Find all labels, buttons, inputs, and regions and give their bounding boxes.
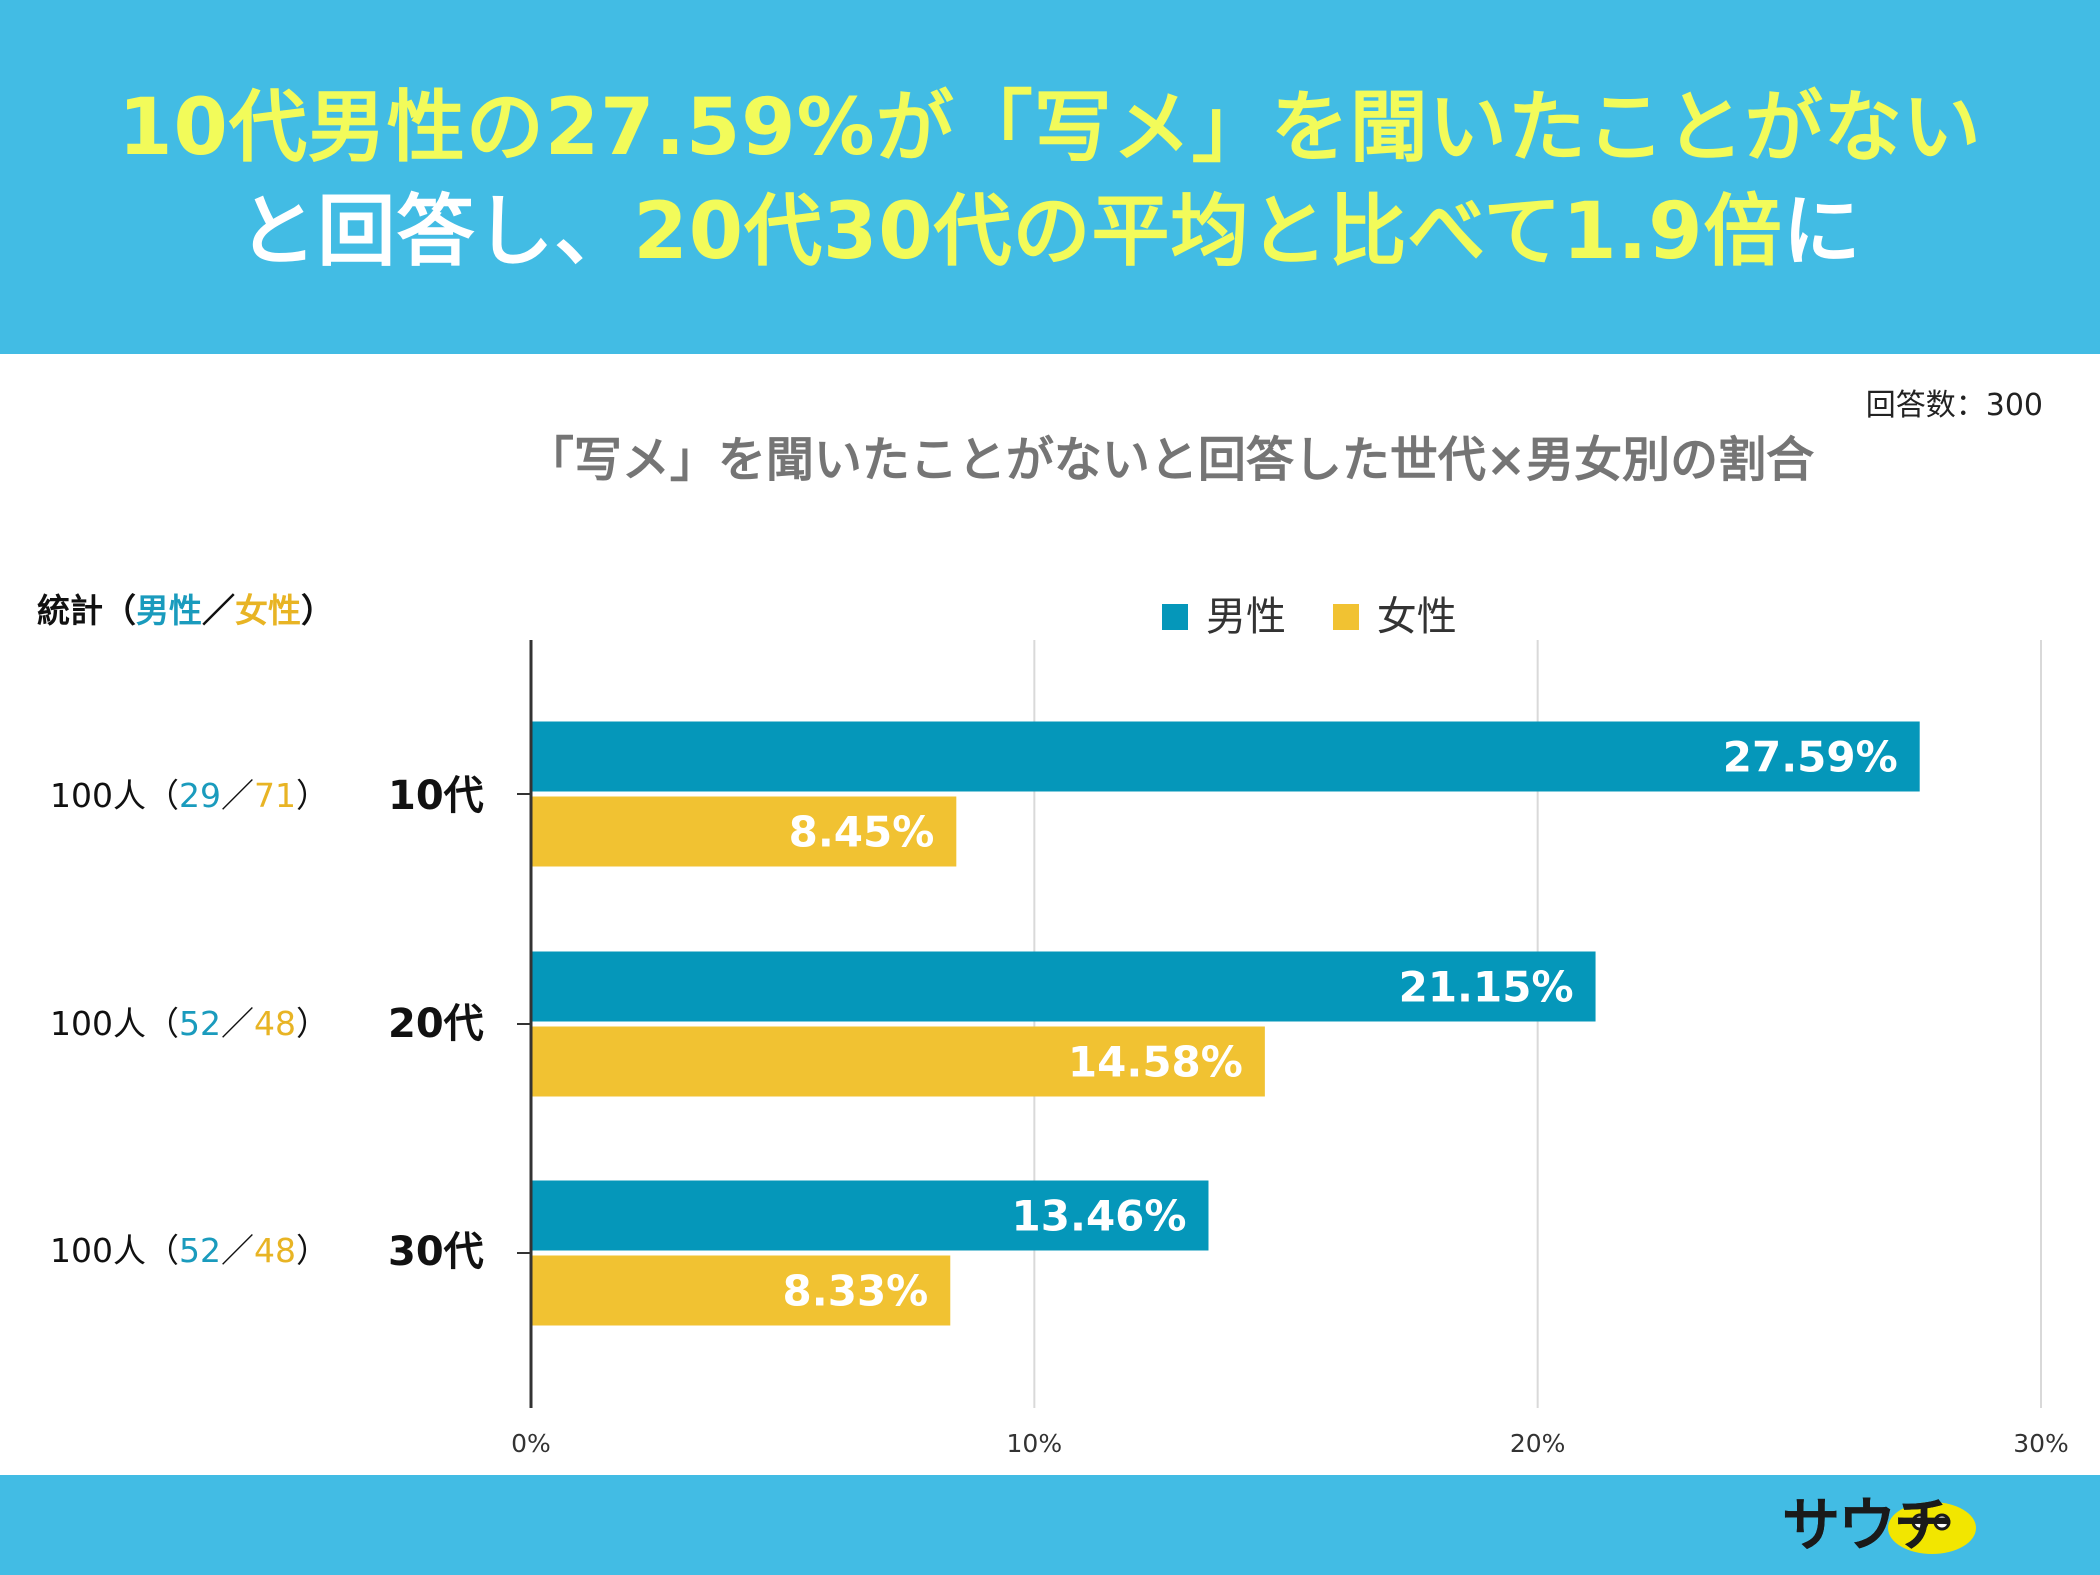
row-sep: ／ (221, 1231, 254, 1270)
row-total: 100人（ (50, 1004, 179, 1043)
stats-label: 統計（男性／女性） (37, 591, 334, 631)
logo-eye (1933, 1513, 1951, 1531)
bar-male-10代 (531, 721, 1920, 792)
x-tick-label: 30% (2013, 1429, 2069, 1458)
headline-line-2-part-1: と回答し、 (238, 187, 634, 277)
row-female-count: 48 (254, 1004, 296, 1043)
chart-title: 「写メ」を聞いたことがないと回答した世代×男女別の割合 (525, 432, 1815, 488)
logo-shell-shape (1888, 1502, 1976, 1554)
row-male-count: 29 (179, 776, 221, 815)
legend-label-male: 男性 (1206, 594, 1286, 640)
x-tick-label: 0% (511, 1429, 551, 1458)
logo-graphic (1888, 1502, 1976, 1554)
row-female-count: 71 (254, 776, 296, 815)
stats-label-female: 女性 (235, 591, 301, 630)
bar-female-30代 (531, 1255, 951, 1326)
row-sample-10s: 100人（29／71） (50, 776, 329, 816)
data-label-female: 14.58% (1068, 1038, 1243, 1087)
stats-label-suffix: ） (301, 591, 334, 630)
headline-line-2-part-3: に (1782, 187, 1862, 277)
headline-line-1: 10代男性の27.59%が「写メ」を聞いたことがない (118, 83, 1982, 173)
x-tick-label: 20% (1510, 1429, 1566, 1458)
legend-item-female: 女性 (1332, 592, 1457, 642)
row-male-count: 52 (179, 1231, 221, 1270)
response-count: 回答数：300 (1865, 388, 2043, 423)
logo-text: サウチ (1782, 1491, 1952, 1559)
x-tick-label: 10% (1007, 1429, 1063, 1458)
row-female-count: 48 (254, 1231, 296, 1270)
row-close: ） (296, 776, 329, 815)
bar-female-10代 (531, 796, 957, 867)
bar-male-20代 (531, 951, 1596, 1022)
row-sample-20s: 100人（52／48） (50, 1004, 329, 1044)
stats-label-prefix: 統計（ (37, 591, 136, 630)
row-total: 100人（ (50, 776, 179, 815)
bar-male-30代 (531, 1180, 1209, 1251)
chart-legend: 男性 女性 (1162, 592, 1491, 642)
row-sep: ／ (221, 1004, 254, 1043)
data-label-female: 8.45% (789, 808, 935, 857)
row-sample-30s: 100人（52／48） (50, 1231, 329, 1271)
stats-label-male: 男性 (136, 591, 202, 630)
bar-female-20代 (531, 1026, 1265, 1097)
data-label-male: 27.59% (1723, 733, 1898, 782)
data-label-male: 21.15% (1399, 963, 1574, 1012)
legend-item-male: 男性 (1162, 592, 1286, 642)
category-label-30s: 30代 (388, 1229, 484, 1275)
category-label-20s: 20代 (388, 1001, 484, 1047)
data-label-male: 13.46% (1012, 1192, 1187, 1241)
footer-banner (0, 1475, 2100, 1575)
legend-label-female: 女性 (1376, 594, 1457, 640)
headline-line-2-highlight: 20代30代の平均と比べて1.9倍 (633, 187, 1783, 277)
row-total: 100人（ (50, 1231, 179, 1270)
legend-swatch-male (1162, 604, 1188, 630)
row-sep: ／ (221, 776, 254, 815)
row-male-count: 52 (179, 1004, 221, 1043)
brand-logo: サウチ (1782, 1488, 2044, 1562)
legend-swatch-female (1332, 604, 1359, 630)
logo-eye (1911, 1513, 1929, 1531)
data-label-female: 8.33% (783, 1267, 929, 1316)
category-label-10s: 10代 (388, 773, 484, 819)
stats-label-sep: ／ (202, 591, 235, 630)
headline-line-2: と回答し、20代30代の平均と比べて1.9倍に (0, 182, 2100, 282)
row-close: ） (296, 1004, 329, 1043)
header-banner (0, 0, 2100, 354)
row-close: ） (296, 1231, 329, 1270)
